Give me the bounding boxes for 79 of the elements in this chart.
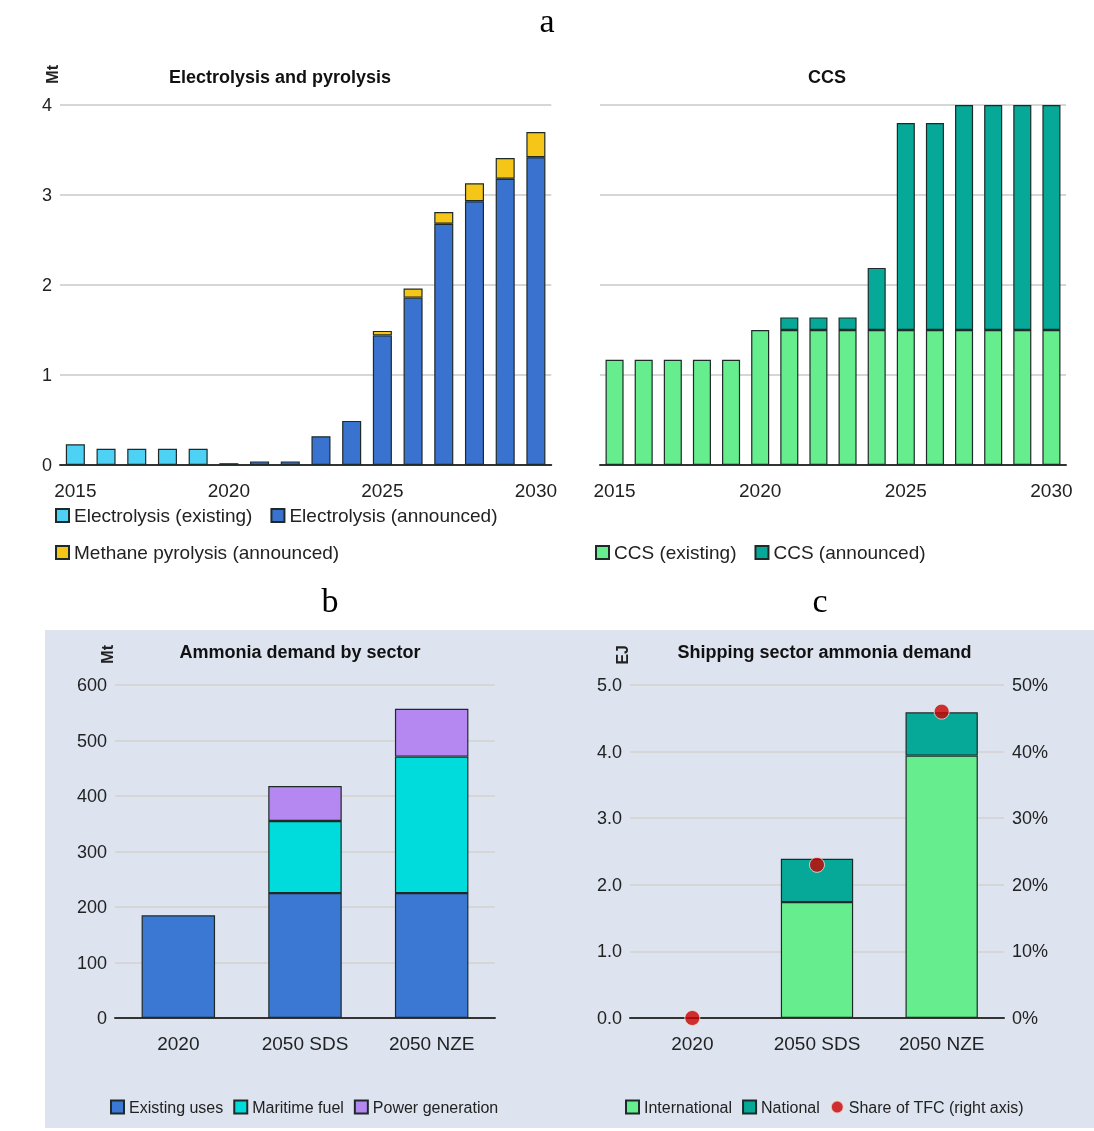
x-tick-label: 2015 — [54, 480, 97, 501]
y-tick-label: 100 — [76, 952, 107, 973]
x-tick-label: 2020 — [157, 1033, 200, 1054]
x-tick-label: 2020 — [207, 480, 250, 501]
y-tick-label: 0 — [41, 455, 52, 475]
y-tick-label: 500 — [76, 730, 107, 751]
bar — [127, 448, 147, 465]
bar — [342, 420, 362, 465]
legend-label: Existing uses — [129, 1098, 224, 1116]
x-tick-label: 2020 — [739, 480, 782, 501]
text: c — [811, 582, 829, 620]
bar — [311, 436, 331, 465]
y2-tick-label: 50% — [1012, 675, 1049, 695]
y-tick-label: 4 — [41, 95, 52, 115]
chart-title: Shipping sector ammonia demand — [677, 642, 972, 662]
bar — [96, 448, 116, 465]
legend-label: International — [644, 1098, 733, 1116]
chart-title: Ammonia demand by sector — [179, 642, 421, 662]
y2-tick-label: 20% — [1012, 874, 1049, 895]
bar — [751, 330, 770, 465]
bar — [280, 461, 300, 465]
y2-tick-label: 30% — [1012, 808, 1049, 829]
y-tick-label: 3.0 — [596, 808, 622, 829]
y-tick-label: 5.0 — [596, 675, 622, 695]
x-tick-label: 2015 — [593, 480, 636, 501]
legend-label: Power generation — [372, 1098, 499, 1116]
bar — [157, 448, 177, 465]
bar — [722, 359, 741, 465]
x-tick-label: 2030 — [1030, 480, 1073, 501]
x-tick-label: 2050 SDS — [261, 1033, 349, 1054]
bar — [65, 444, 85, 465]
y-tick-label: 0 — [96, 1008, 107, 1028]
legend-label: Maritime fuel — [252, 1098, 344, 1116]
y-tick-label: 4.0 — [596, 741, 622, 762]
y-tick-label: 400 — [76, 786, 107, 806]
y-tick-label: 2 — [41, 275, 52, 295]
legend-label: National — [761, 1098, 820, 1116]
bar — [372, 335, 392, 465]
text: b — [320, 582, 340, 620]
y2-tick-label: 0% — [1012, 1008, 1039, 1028]
legend-label: CCS (announced) — [773, 542, 926, 563]
y-tick-label: 300 — [76, 841, 107, 862]
x-tick-label: 2030 — [514, 480, 558, 501]
x-tick-label: 2025 — [361, 480, 404, 501]
legend-label: Electrolysis (existing) — [74, 505, 253, 526]
chart-title: Electrolysis and pyrolysis — [168, 67, 392, 87]
point — [684, 1010, 701, 1026]
bar — [188, 448, 208, 465]
legend-label: CCS (existing) — [614, 542, 737, 563]
legend-label: Share of TFC (right axis) — [848, 1098, 1024, 1116]
y2-tick-label: 10% — [1012, 941, 1049, 962]
y-tick-label: 1.0 — [596, 941, 622, 962]
y-tick-label: 3 — [41, 185, 52, 205]
bar — [605, 359, 624, 465]
y-axis-title: Mt — [98, 644, 116, 664]
y-tick-label: 600 — [76, 675, 107, 695]
point — [933, 703, 950, 720]
x-tick-label: 2020 — [671, 1033, 714, 1054]
bar — [634, 359, 653, 465]
bar — [663, 359, 682, 465]
bar — [250, 461, 270, 465]
x-tick-label: 2025 — [884, 480, 927, 501]
text: a — [538, 2, 556, 40]
bar — [692, 359, 711, 465]
y-tick-label: 0.0 — [596, 1008, 622, 1028]
chart-title: CCS — [807, 67, 847, 87]
bar — [141, 915, 216, 1018]
y-axis-title: Mt — [43, 64, 61, 84]
legend-label: Methane pyrolysis (announced) — [74, 542, 340, 563]
y-tick-label: 2.0 — [596, 874, 622, 895]
y2-tick-label: 40% — [1012, 741, 1049, 762]
legend-label: Electrolysis (announced) — [289, 505, 498, 526]
x-tick-label: 2050 SDS — [773, 1033, 861, 1054]
point — [809, 856, 825, 873]
x-tick-label: 2050 NZE — [898, 1033, 985, 1054]
y-tick-label: 200 — [76, 897, 107, 917]
y-tick-label: 1 — [41, 365, 52, 385]
x-tick-label: 2050 NZE — [388, 1033, 475, 1054]
y-axis-title: EJ — [613, 645, 631, 665]
